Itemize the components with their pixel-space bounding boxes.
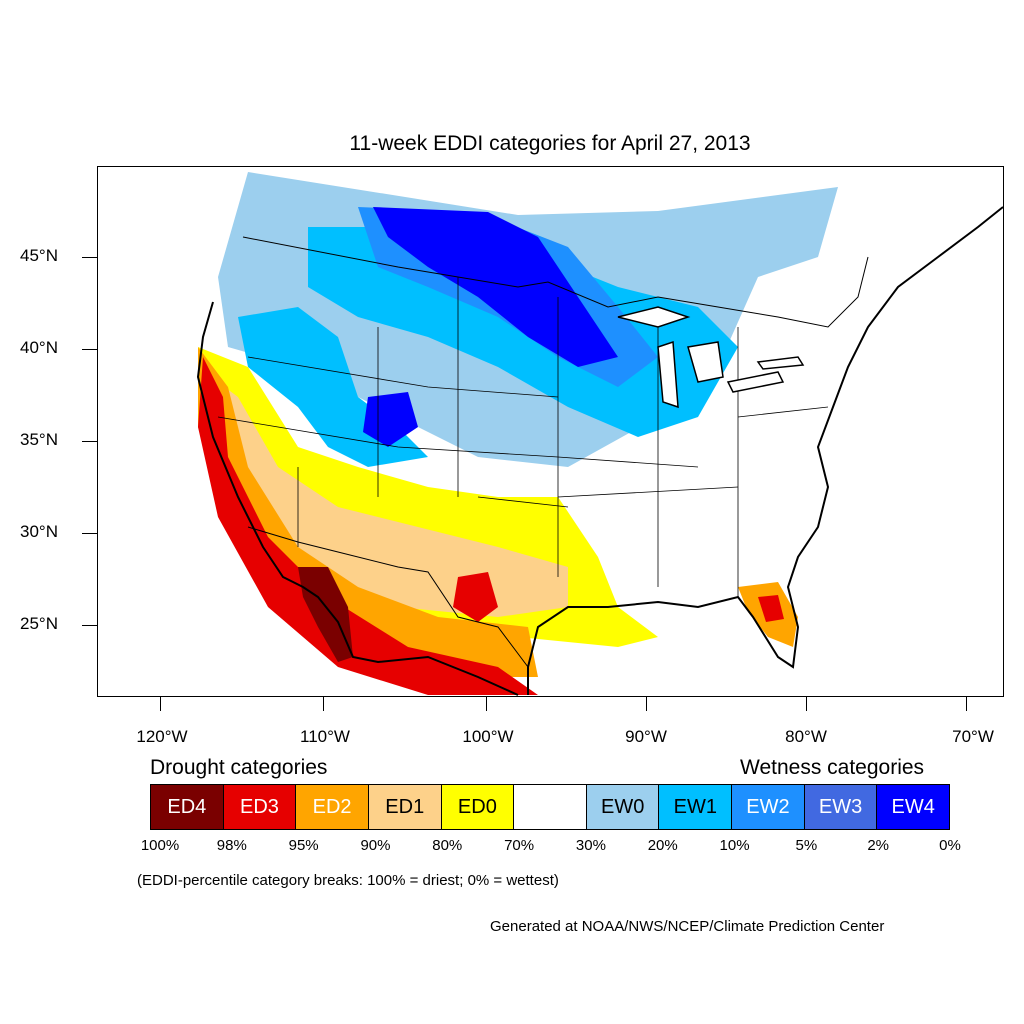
- lat-tick: [82, 625, 97, 626]
- legend-break-label: 100%: [140, 837, 180, 854]
- lon-tick: [486, 697, 487, 711]
- map-title: 11-week EDDI categories for April 27, 20…: [349, 132, 751, 155]
- legend-break-label: 0%: [939, 837, 961, 854]
- region-ed4: [298, 567, 353, 662]
- legend-swatch-ed4: ED4: [151, 785, 224, 829]
- legend-swatch-ew3: EW3: [804, 785, 878, 829]
- legend-swatch-ed1: ED1: [368, 785, 442, 829]
- lon-label-90: 90°W: [625, 727, 667, 746]
- legend-swatch-ed2: ED2: [296, 785, 369, 829]
- lat-tick: [82, 349, 97, 350]
- wetness-categories-heading: Wetness categories: [740, 756, 925, 779]
- legend-swatch-neutral: [514, 785, 587, 829]
- us-mexico-border: [247, 526, 529, 668]
- legend-swatch-ew1: EW1: [659, 785, 733, 829]
- legend-break-label: 80%: [432, 837, 463, 854]
- lat-label-45: 45°N: [20, 246, 58, 265]
- lon-label-100: 100°W: [462, 727, 514, 746]
- lat-tick: [82, 257, 97, 258]
- lat-label-35: 35°N: [20, 430, 58, 449]
- lat-tick: [82, 441, 97, 442]
- legend-break-label: 5%: [795, 837, 818, 854]
- region-ed1: [198, 367, 568, 617]
- legend-swatch-ed3: ED3: [223, 785, 297, 829]
- lon-tick: [966, 697, 967, 711]
- legend-break-label: 30%: [575, 837, 606, 854]
- lon-label-80: 80°W: [785, 727, 827, 746]
- lat-label-30: 30°N: [20, 522, 58, 541]
- region-ew4-colorado: [363, 392, 418, 447]
- category-legend: ED4 ED3 ED2 ED1 ED0 EW0 EW1 EW2 EW3 EW4: [150, 784, 950, 830]
- state-boundaries: [217, 277, 829, 597]
- drought-categories-heading: Drought categories: [150, 756, 328, 779]
- category-note: (EDDI-percentile category breaks: 100% =…: [137, 872, 559, 889]
- credit-text: Generated at NOAA/NWS/NCEP/Climate Predi…: [490, 918, 885, 935]
- legend-swatch-ew2: EW2: [732, 785, 805, 829]
- lon-tick: [646, 697, 647, 711]
- legend-swatch-ew0: EW0: [586, 785, 660, 829]
- region-ed3-texas: [453, 572, 498, 622]
- lon-tick: [160, 697, 161, 711]
- lat-tick: [82, 533, 97, 534]
- us-canada-border: [242, 236, 869, 328]
- legend-swatch-ew4: EW4: [877, 785, 950, 829]
- legend-break-label: 98%: [216, 837, 247, 854]
- lat-label-25: 25°N: [20, 614, 58, 633]
- legend-break-label: 70%: [504, 837, 535, 854]
- lon-tick: [323, 697, 324, 711]
- map-area: [97, 166, 1004, 697]
- lon-tick: [806, 697, 807, 711]
- legend-swatch-ed0: ED0: [441, 785, 515, 829]
- lon-label-70: 70°W: [952, 727, 994, 746]
- region-ed3-florida: [758, 595, 784, 622]
- region-ew4: [373, 207, 618, 367]
- lat-label-40: 40°N: [20, 338, 58, 357]
- lon-label-120: 120°W: [136, 727, 188, 746]
- eddi-map-svg: [196, 169, 1003, 696]
- legend-break-label: 95%: [288, 837, 319, 854]
- legend-break-label: 90%: [360, 837, 391, 854]
- legend-break-label: 10%: [719, 837, 750, 854]
- lon-label-110: 110°W: [300, 727, 350, 746]
- great-lakes: [617, 306, 805, 409]
- legend-break-label: 2%: [867, 837, 890, 854]
- legend-break-label: 20%: [647, 837, 678, 854]
- coastline-outline: [196, 206, 1003, 696]
- region-ed3: [198, 357, 538, 695]
